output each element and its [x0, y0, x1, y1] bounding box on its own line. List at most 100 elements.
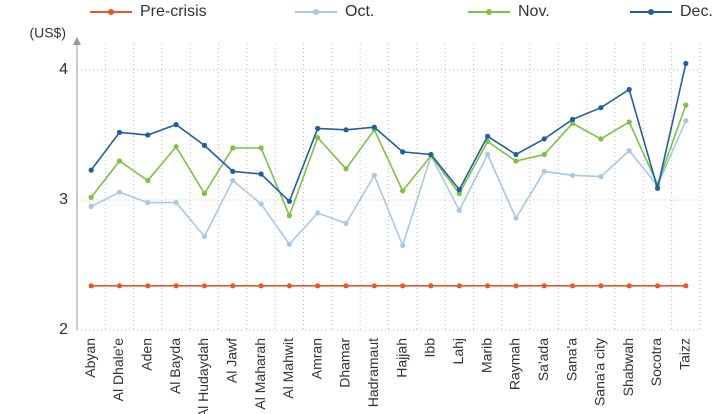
data-point	[258, 171, 264, 177]
data-point	[343, 127, 349, 133]
x-tick-label: Al Maharah	[252, 338, 268, 410]
data-point	[485, 151, 491, 158]
data-point	[513, 158, 519, 164]
x-tick-label: Hadramaut	[365, 338, 381, 407]
x-tick-label: Al Jawf	[223, 338, 239, 383]
data-point	[541, 151, 547, 158]
data-point	[485, 283, 491, 289]
data-point	[400, 283, 406, 289]
x-tick-label: Al Mahwit	[280, 338, 296, 399]
legend-marker	[486, 9, 492, 15]
legend-label: Oct.	[345, 3, 374, 20]
x-tick-label: Ibb	[422, 338, 438, 358]
y-axis-label: (US$)	[29, 25, 66, 41]
x-tick-label: Dhamar	[337, 338, 353, 388]
x-tick-label: Raymah	[507, 338, 523, 390]
data-point	[456, 207, 462, 213]
x-tick-label: Al Bayda	[167, 338, 183, 394]
data-point	[286, 241, 292, 247]
data-point	[456, 187, 462, 193]
data-point	[513, 215, 519, 221]
data-point	[569, 283, 576, 289]
x-tick-label: Aden	[138, 338, 154, 371]
data-point	[258, 145, 264, 151]
data-point	[145, 177, 151, 184]
data-point	[315, 125, 321, 132]
x-tick-label: Abyan	[82, 338, 98, 378]
data-point	[654, 185, 661, 191]
data-point	[626, 119, 632, 125]
data-point	[173, 283, 179, 289]
data-point	[88, 283, 94, 289]
data-point	[230, 168, 236, 174]
data-point	[428, 151, 434, 158]
data-point	[201, 233, 208, 239]
data-point	[201, 283, 208, 289]
data-point	[513, 151, 519, 158]
data-point	[343, 220, 349, 226]
data-point	[230, 283, 236, 289]
data-point	[343, 283, 349, 289]
data-point	[626, 283, 632, 289]
x-tick-label: Lahj	[450, 338, 466, 364]
data-point	[428, 283, 434, 289]
x-tick-label: Socotra	[648, 338, 664, 386]
x-tick-label: Sana'a city	[592, 338, 608, 406]
data-point	[400, 149, 406, 155]
data-point	[88, 203, 94, 210]
x-tick-label: Al Hudaydah	[195, 338, 211, 414]
x-tick-label: Amran	[308, 338, 324, 379]
data-point	[371, 124, 377, 130]
data-point	[315, 210, 321, 216]
data-point	[683, 118, 689, 124]
data-point	[286, 198, 292, 204]
data-point	[598, 283, 604, 289]
data-point	[343, 166, 349, 172]
data-point	[173, 200, 179, 206]
data-point	[145, 132, 151, 138]
data-point	[116, 189, 123, 195]
data-point	[541, 168, 547, 174]
data-point	[683, 60, 689, 67]
legend-marker	[108, 9, 114, 15]
legend-label: Nov.	[518, 3, 550, 20]
legend-marker	[648, 9, 654, 15]
data-point	[371, 283, 377, 289]
data-point	[201, 142, 208, 148]
y-tick-label: 3	[59, 191, 68, 208]
series-line	[90, 63, 687, 203]
data-point	[145, 200, 151, 206]
data-point	[173, 144, 179, 150]
data-point	[541, 136, 547, 142]
data-point	[230, 177, 236, 184]
data-point	[654, 283, 661, 289]
data-point	[286, 283, 292, 289]
y-tick-label: 2	[59, 321, 68, 338]
data-point	[513, 283, 519, 289]
data-point	[116, 129, 123, 135]
x-tick-label: Sa'ada	[535, 338, 551, 381]
data-point	[456, 283, 462, 289]
data-point	[258, 201, 264, 207]
data-point	[315, 283, 321, 289]
data-point	[569, 120, 576, 126]
data-point	[683, 102, 689, 108]
data-point	[485, 133, 491, 139]
data-point	[201, 190, 208, 197]
data-point	[400, 242, 406, 249]
data-point	[116, 283, 123, 289]
series-line	[90, 104, 687, 218]
data-point	[88, 194, 94, 200]
data-point	[569, 116, 576, 122]
data-point	[88, 167, 94, 173]
data-point	[286, 213, 292, 219]
data-point	[116, 158, 123, 164]
y-tick-label: 4	[59, 61, 68, 78]
series-line	[90, 120, 687, 248]
data-point	[598, 136, 604, 142]
x-tick-label: Taizz	[677, 338, 693, 370]
x-tick-label: Sana'a	[563, 338, 579, 381]
x-tick-label: Shabwah	[620, 338, 636, 396]
